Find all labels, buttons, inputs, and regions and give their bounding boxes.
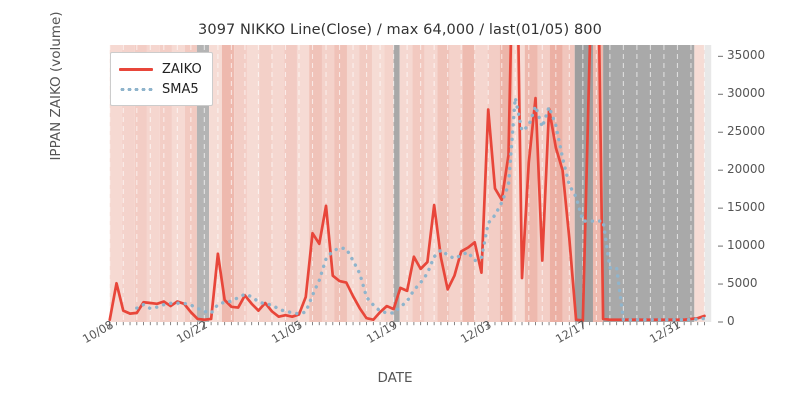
sma5-line-swatch-icon (119, 83, 153, 95)
y-tick-label: 30000 (727, 86, 766, 101)
chart-title: 3097 NIKKO Line(Close) / max 64,000 / la… (198, 22, 602, 38)
legend-item-sma5[interactable]: SMA5 (119, 79, 202, 99)
y-tick-label: 20000 (727, 162, 766, 177)
data-series (108, 45, 707, 322)
y-tick-label: 15000 (727, 200, 766, 215)
y-tick-label: 0 (727, 314, 735, 328)
x-axis-label: DATE (377, 370, 413, 386)
y-tick-label: 5000 (727, 276, 758, 291)
y-tick-label: 10000 (727, 238, 766, 253)
y-tick-label: 35000 (727, 48, 766, 63)
y-tick-label: 25000 (727, 124, 766, 139)
axis-ticks (109, 55, 723, 328)
background-bands (109, 45, 712, 322)
chart-legend[interactable]: ZAIKO SMA5 (110, 52, 213, 106)
legend-item-zaiko[interactable]: ZAIKO (119, 59, 202, 79)
legend-label-sma5: SMA5 (162, 81, 199, 97)
zaiko-line-swatch-icon (119, 63, 153, 75)
legend-label-zaiko: ZAIKO (162, 61, 202, 77)
